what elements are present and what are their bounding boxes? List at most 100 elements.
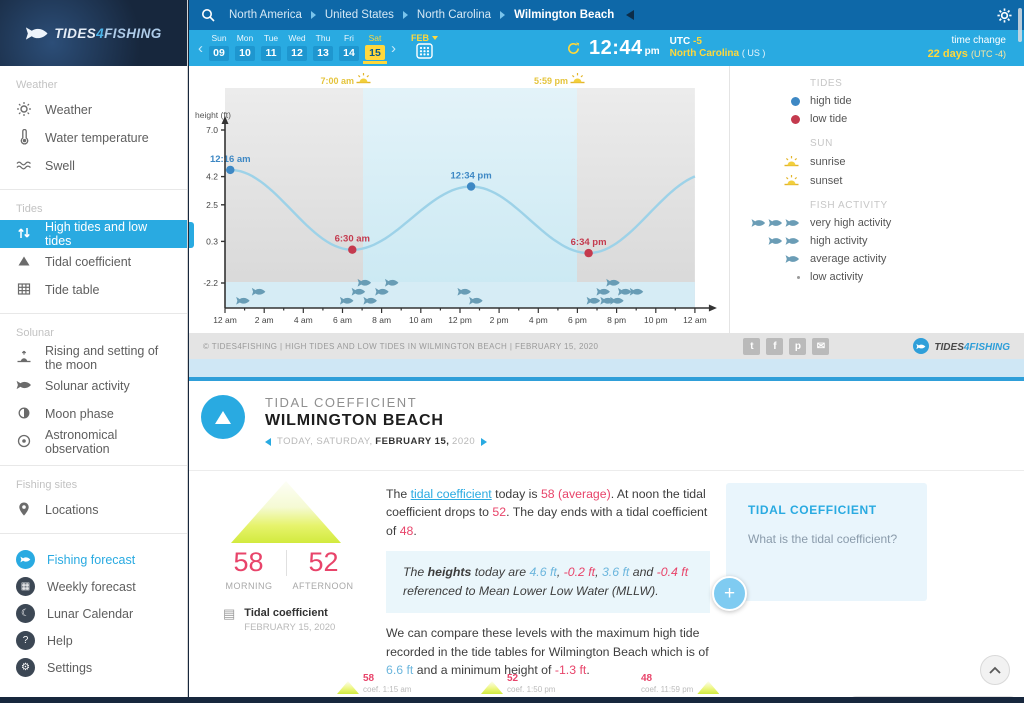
svg-text:4 pm: 4 pm xyxy=(529,315,548,325)
local-time-block: 12:44 pm xyxy=(566,37,660,60)
one-fish-icon xyxy=(744,254,800,264)
gear-icon[interactable] xyxy=(997,7,1012,23)
date-selector-bar: ‹ Sun 09 Mon 10 Tue 11 Wed 12 Thu 13 Fri 14 Sa… xyxy=(189,30,1024,66)
legend-high-activity: high activity xyxy=(744,235,1024,247)
breadcrumb-north-america[interactable]: North America xyxy=(229,9,302,21)
tool-weekly-forecast[interactable]: ▦ Weekly forecast xyxy=(0,573,187,600)
sidebar-item-weather[interactable]: Weather xyxy=(0,96,187,124)
breadcrumb-arrow-icon xyxy=(500,11,506,19)
day-tue-11[interactable]: Tue 11 xyxy=(259,33,283,63)
coefficient-text-column: The tidal coefficient today is 58 (avera… xyxy=(386,479,710,686)
current-time: 12:44 xyxy=(589,36,643,59)
chevron-down-icon xyxy=(432,35,438,40)
breadcrumb: North America United States North Caroli… xyxy=(229,9,635,21)
svg-text:2 am: 2 am xyxy=(255,315,274,325)
chevron-up-icon xyxy=(989,666,1001,674)
sidebar-divider xyxy=(0,313,187,314)
sidebar-item-label: Water temperature xyxy=(45,131,149,145)
sidebar-divider xyxy=(0,465,187,466)
previous-day-button[interactable] xyxy=(265,437,271,446)
bottom-frame xyxy=(0,697,1024,703)
svg-text:0.3: 0.3 xyxy=(206,236,218,246)
settings-icon: ⚙ xyxy=(16,658,35,677)
sidebar-item-swell[interactable]: Swell xyxy=(0,152,187,180)
page-title: WILMINGTON BEACH xyxy=(265,412,444,429)
info-card: TIDAL COEFFICIENT What is the tidal coef… xyxy=(726,483,927,601)
coefficient-mini-strip: 58 coef. 1:15 am 52 coef. 1:50 pm 48 coef. … xyxy=(189,664,1024,697)
day-sat-15-selected[interactable]: Sat 15 xyxy=(363,33,387,64)
breadcrumb-wilmington-beach[interactable]: Wilmington Beach xyxy=(514,9,615,21)
scrollbar-thumb[interactable] xyxy=(1018,8,1022,42)
svg-text:7:00 am: 7:00 am xyxy=(320,76,354,86)
info-card-title: TIDAL COEFFICIENT xyxy=(748,503,877,517)
tool-fishing-forecast[interactable]: Fishing forecast xyxy=(0,546,187,573)
twitter-icon[interactable]: t xyxy=(743,337,761,355)
legend-sunset: sunset xyxy=(744,174,1024,187)
facebook-icon[interactable]: f xyxy=(766,337,784,355)
month-picker[interactable]: FEB xyxy=(411,33,438,64)
sidebar-item-label: Locations xyxy=(45,503,99,517)
mini-triangle-icon xyxy=(697,681,720,694)
expand-info-button[interactable]: + xyxy=(712,576,747,611)
refresh-clock-icon[interactable] xyxy=(566,41,581,56)
tidal-coefficient-badge-icon xyxy=(201,395,245,439)
app-logo[interactable]: TIDES4FISHING xyxy=(0,0,187,66)
high-tide-dot-icon xyxy=(791,96,800,106)
sidebar-item-solunar-activity[interactable]: Solunar activity xyxy=(0,372,187,400)
sidebar-item-moon-phase[interactable]: Moon phase xyxy=(0,400,187,428)
fish-icon xyxy=(16,379,32,393)
day-sun-09[interactable]: Sun 09 xyxy=(207,33,231,63)
svg-text:4 am: 4 am xyxy=(294,315,313,325)
day-thu-13[interactable]: Thu 13 xyxy=(311,33,335,63)
sidebar-item-astronomical-observation[interactable]: Astronomical observation xyxy=(0,428,187,456)
legend-tides-title: TIDES xyxy=(810,78,843,89)
calendar-grid-icon xyxy=(416,42,433,59)
sidebar-divider xyxy=(0,533,187,534)
breadcrumb-north-carolina[interactable]: North Carolina xyxy=(416,9,492,21)
heights-note-box: The heights today are 4.6 ft, -0.2 ft, 3… xyxy=(386,551,710,614)
next-day-button[interactable] xyxy=(481,437,488,446)
moonrise-icon xyxy=(16,349,32,368)
collapse-arrow-icon[interactable] xyxy=(626,10,635,20)
sidebar-item-moon-rise-set[interactable]: Rising and setting of the moon xyxy=(0,344,187,372)
top-navigation-bar: North America United States North Caroli… xyxy=(189,0,1024,30)
pinterest-icon[interactable]: p xyxy=(789,337,807,355)
social-buttons: t f p ✉ xyxy=(743,337,830,355)
sidebar-item-water-temperature[interactable]: Water temperature xyxy=(0,124,187,152)
divider xyxy=(285,549,287,576)
panel-pull-tab[interactable] xyxy=(189,222,194,248)
search-icon[interactable] xyxy=(201,8,215,22)
morning-coefficient-value: 58 xyxy=(233,547,264,577)
coefficient-paragraph-2: We can compare these levels with the max… xyxy=(386,626,709,678)
mini-marker-night: 48 coef. 11:59 pm xyxy=(641,673,720,694)
day-fri-14[interactable]: Fri 14 xyxy=(337,33,361,63)
email-icon[interactable]: ✉ xyxy=(812,337,830,355)
sidebar-section-weather: Weather xyxy=(16,79,58,91)
previous-week-chevron[interactable]: ‹ xyxy=(198,39,203,57)
tool-lunar-calendar[interactable]: ☾ Lunar Calendar xyxy=(0,600,187,627)
fishing-forecast-icon xyxy=(16,550,35,569)
breadcrumb-united-states[interactable]: United States xyxy=(324,9,394,21)
sidebar-item-high-tides-and-low-tides[interactable]: High tides and low tides xyxy=(0,220,187,248)
day-wed-12[interactable]: Wed 12 xyxy=(287,33,307,61)
page-content: 7:00 am 5:59 pm 12:16 am 6:30 am 12:34 pm 6:3… xyxy=(189,66,1024,697)
scroll-to-top-button[interactable] xyxy=(980,655,1010,685)
sidebar-item-label: Moon phase xyxy=(45,407,114,421)
sidebar-item-tide-table[interactable]: Tide table xyxy=(0,276,187,304)
day-mon-10[interactable]: Mon 10 xyxy=(235,33,255,61)
copyright-text: © TIDES4FISHING | HIGH TIDES AND LOW TID… xyxy=(203,341,599,351)
tool-settings[interactable]: ⚙ Settings xyxy=(0,654,187,681)
map-pin-icon xyxy=(16,501,32,520)
share-bar: © TIDES4FISHING | HIGH TIDES AND LOW TID… xyxy=(189,333,1024,359)
sidebar-item-locations[interactable]: Locations xyxy=(0,496,187,524)
legend-sun-title: SUN xyxy=(810,138,833,149)
tool-help[interactable]: ? Help xyxy=(0,627,187,654)
sidebar-section-solunar: Solunar xyxy=(16,327,54,339)
next-week-chevron[interactable]: › xyxy=(391,39,396,57)
sidebar-item-tidal-coefficient[interactable]: Tidal coefficient xyxy=(0,248,187,276)
region-label: North Carolina xyxy=(669,48,740,59)
footer-logo[interactable]: TIDES4FISHING xyxy=(913,337,1010,355)
tidal-coefficient-link[interactable]: tidal coefficient xyxy=(410,487,492,501)
date-navigation: TODAY, SATURDAY, FEBRUARY 15, 2020 xyxy=(265,436,488,447)
three-fish-icon xyxy=(744,218,800,228)
